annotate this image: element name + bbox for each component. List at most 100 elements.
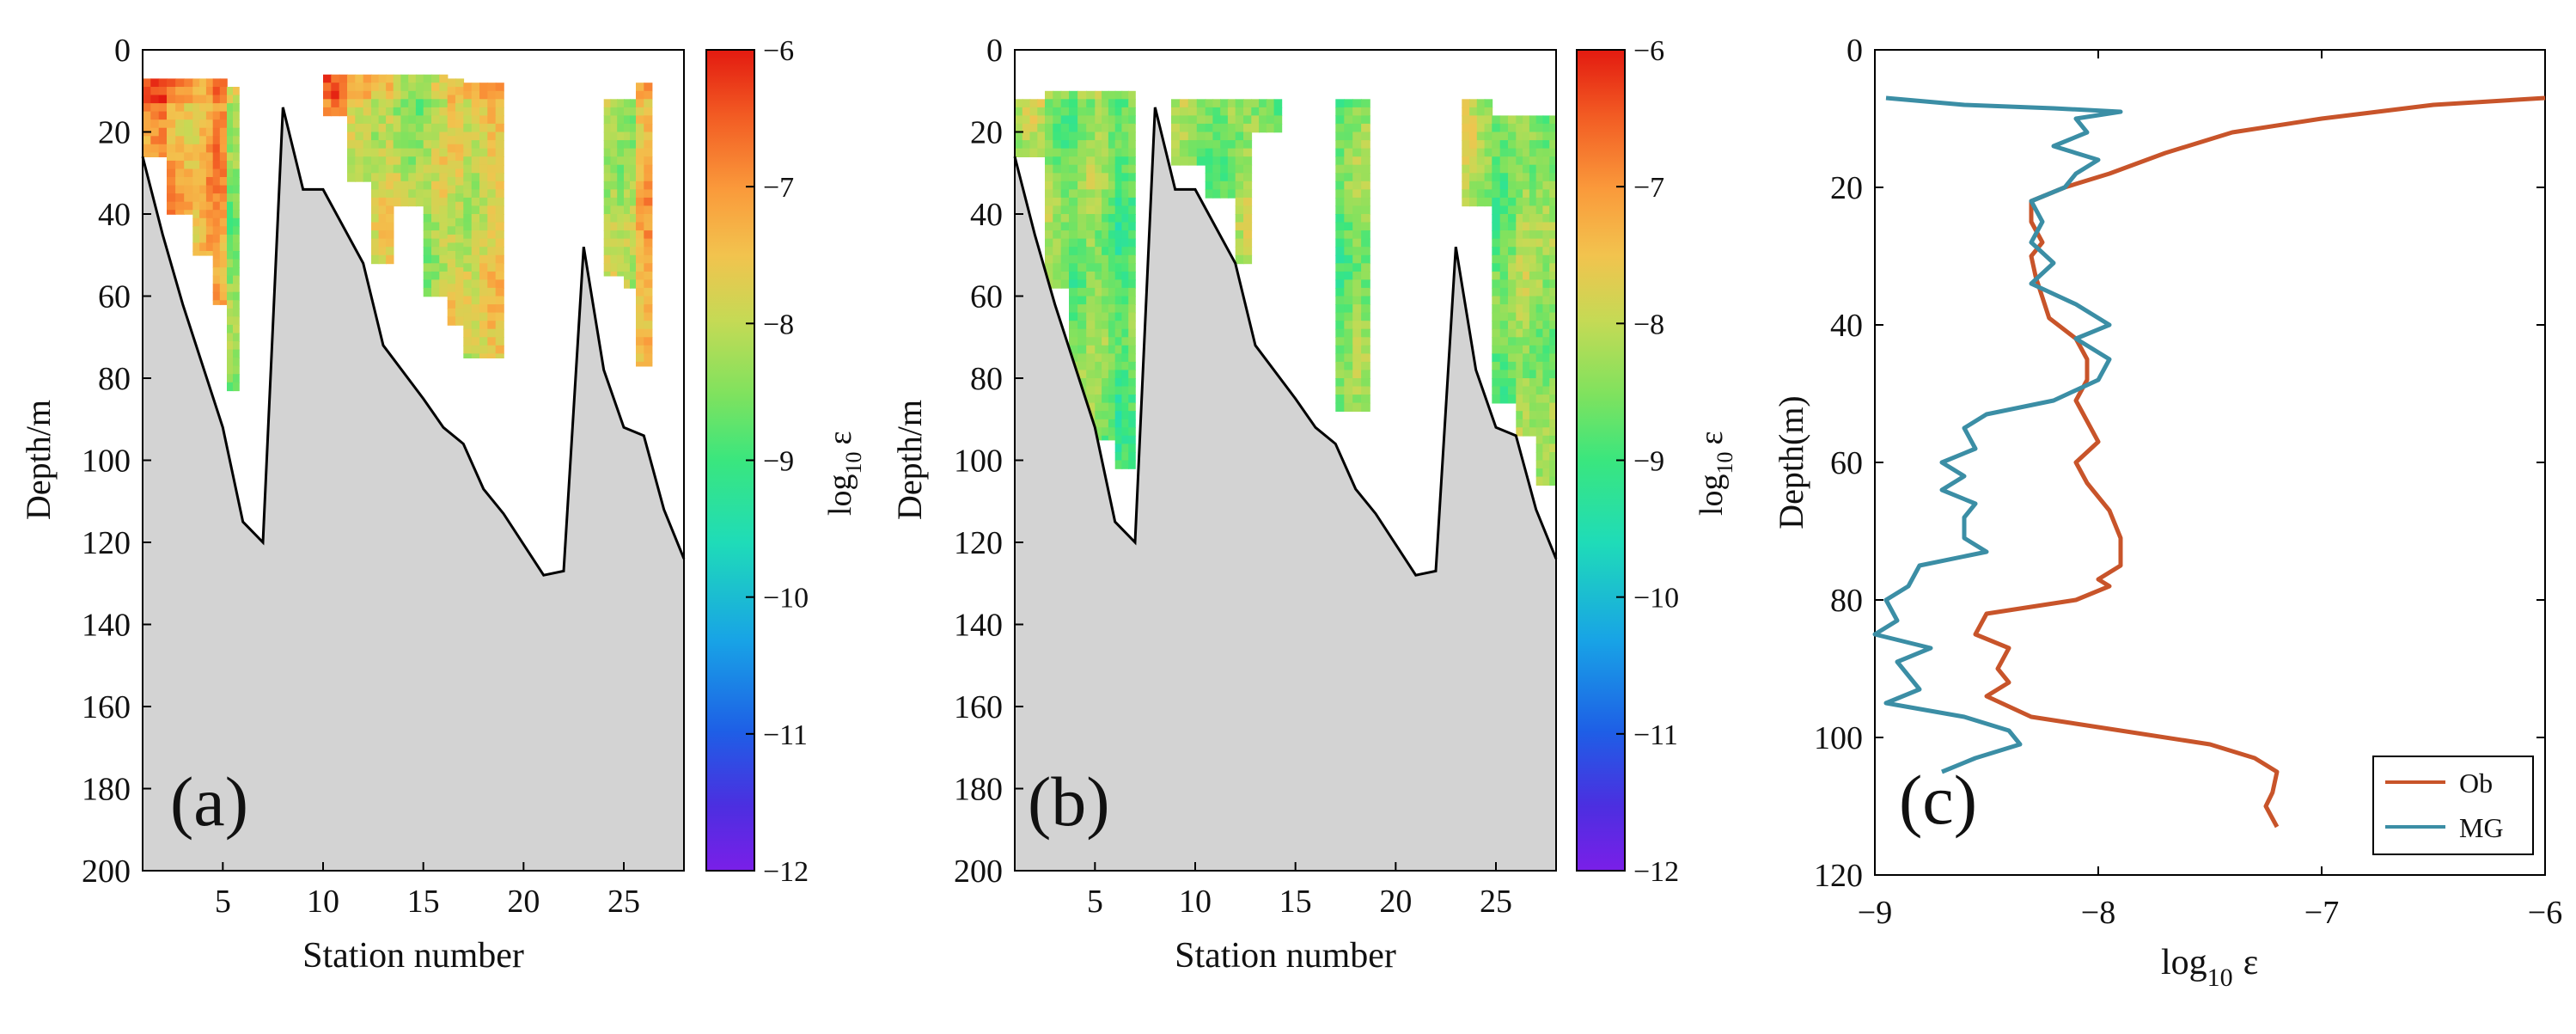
heatmap-cell: [1361, 115, 1370, 125]
heatmap-cell: [463, 173, 473, 182]
heatmap-cell: [1220, 107, 1229, 117]
heatmap-cell: [479, 107, 489, 117]
heatmap-cell: [431, 74, 441, 83]
heatmap-cell: [184, 95, 194, 104]
heatmap-cell: [192, 168, 200, 178]
heatmap-cell: [1128, 140, 1136, 150]
legend-label-mg: MG: [2459, 812, 2504, 843]
heatmap-cell: [1549, 263, 1557, 272]
heatmap-cell: [1508, 271, 1517, 281]
heatmap-cell: [1114, 444, 1123, 453]
panel-a-plot: [141, 49, 686, 872]
heatmap-cell: [1508, 395, 1517, 404]
heatmap-cell: [1462, 123, 1470, 133]
heatmap-cell: [1335, 353, 1345, 363]
heatmap-cell: [644, 337, 653, 346]
heatmap-cell: [1492, 287, 1501, 297]
heatmap-cell: [1529, 378, 1537, 388]
heatmap-cell: [1549, 321, 1557, 330]
heatmap-cell: [1542, 435, 1550, 445]
heatmap-cell: [1535, 304, 1544, 314]
heatmap-cell: [624, 115, 631, 125]
heatmap-cell: [1542, 230, 1550, 240]
heatmap-cell: [408, 99, 417, 108]
heatmap-cell: [439, 123, 449, 133]
heatmap-cell: [1243, 148, 1253, 157]
heatmap-cell: [1361, 263, 1370, 272]
heatmap-cell: [1243, 205, 1253, 215]
heatmap-cell: [227, 119, 234, 129]
heatmap-cell: [423, 83, 432, 92]
heatmap-cell: [1484, 107, 1493, 117]
heatmap-cell: [150, 127, 160, 137]
heatmap-cell: [1060, 164, 1070, 174]
heatmap-cell: [1108, 132, 1116, 141]
heatmap-cell: [1121, 321, 1129, 330]
heatmap-cell: [1529, 238, 1537, 248]
heatmap-cell: [363, 173, 372, 182]
heatmap-cell: [1361, 99, 1370, 108]
heatmap-cell: [339, 99, 348, 108]
heatmap-cell: [423, 271, 432, 281]
heatmap-cell: [487, 123, 497, 133]
heatmap-cell: [479, 214, 489, 223]
heatmap-cell: [1529, 205, 1537, 215]
heatmap-cell: [1529, 353, 1537, 363]
heatmap-cell: [1516, 180, 1523, 191]
heatmap-cell: [1086, 189, 1096, 199]
heatmap-cell: [603, 115, 612, 125]
y-tick-label: 180: [954, 772, 1003, 808]
heatmap-cell: [423, 156, 432, 166]
heatmap-cell: [1128, 337, 1136, 346]
heatmap-cell: [1335, 189, 1345, 199]
heatmap-cell: [603, 271, 612, 277]
heatmap-cell: [1102, 197, 1109, 207]
heatmap-cell: [1361, 222, 1370, 231]
heatmap-cell: [1121, 353, 1129, 363]
heatmap-cell: [1462, 189, 1470, 199]
heatmap-cell: [471, 222, 480, 231]
heatmap-cell: [199, 160, 207, 170]
heatmap-cell: [1535, 148, 1544, 157]
heatmap-cell: [233, 365, 240, 376]
heatmap-cell: [1045, 247, 1054, 256]
heatmap-cell: [423, 132, 432, 141]
heatmap-cell: [212, 300, 221, 305]
heatmap-cell: [1053, 164, 1062, 174]
heatmap-cell: [1523, 411, 1530, 420]
heatmap-cell: [378, 254, 387, 265]
heatmap-cell: [455, 267, 465, 277]
heatmap-cell: [487, 99, 497, 108]
heatmap-cell: [1259, 115, 1267, 125]
heatmap-cell: [1227, 99, 1236, 108]
heatmap-cell: [1102, 107, 1109, 117]
heatmap-cell: [610, 132, 618, 141]
heatmap-cell: [233, 251, 240, 260]
heatmap-cell: [233, 242, 240, 252]
colorbar-tick-label: −6: [1633, 35, 1664, 67]
heatmap-cell: [1492, 230, 1501, 240]
heatmap-cell: [386, 189, 394, 199]
heatmap-cell: [610, 107, 618, 117]
heatmap-cell: [386, 214, 394, 223]
heatmap-cell: [1529, 230, 1537, 240]
heatmap-cell: [1499, 132, 1509, 141]
heatmap-cell: [1205, 156, 1214, 166]
heatmap-cell: [1508, 321, 1517, 330]
heatmap-cell: [347, 156, 357, 166]
heatmap-cell: [1549, 419, 1557, 429]
heatmap-cell: [1108, 123, 1116, 133]
heatmap-cell: [1108, 197, 1116, 207]
heatmap-cell: [1243, 123, 1253, 133]
heatmap-cell: [199, 119, 207, 129]
heatmap-cell: [1542, 173, 1550, 182]
panel-a-seabed-fill: [143, 107, 684, 871]
heatmap-cell: [1529, 287, 1537, 297]
heatmap-cell: [487, 279, 497, 289]
heatmap-cell: [636, 107, 645, 117]
heatmap-cell: [1352, 271, 1362, 281]
panel-a-colorbar-ticks: −6−7−8−9−10−11−12: [746, 35, 809, 888]
heatmap-cell: [1060, 107, 1070, 117]
heatmap-cell: [1114, 115, 1123, 125]
heatmap-cell: [479, 156, 489, 166]
